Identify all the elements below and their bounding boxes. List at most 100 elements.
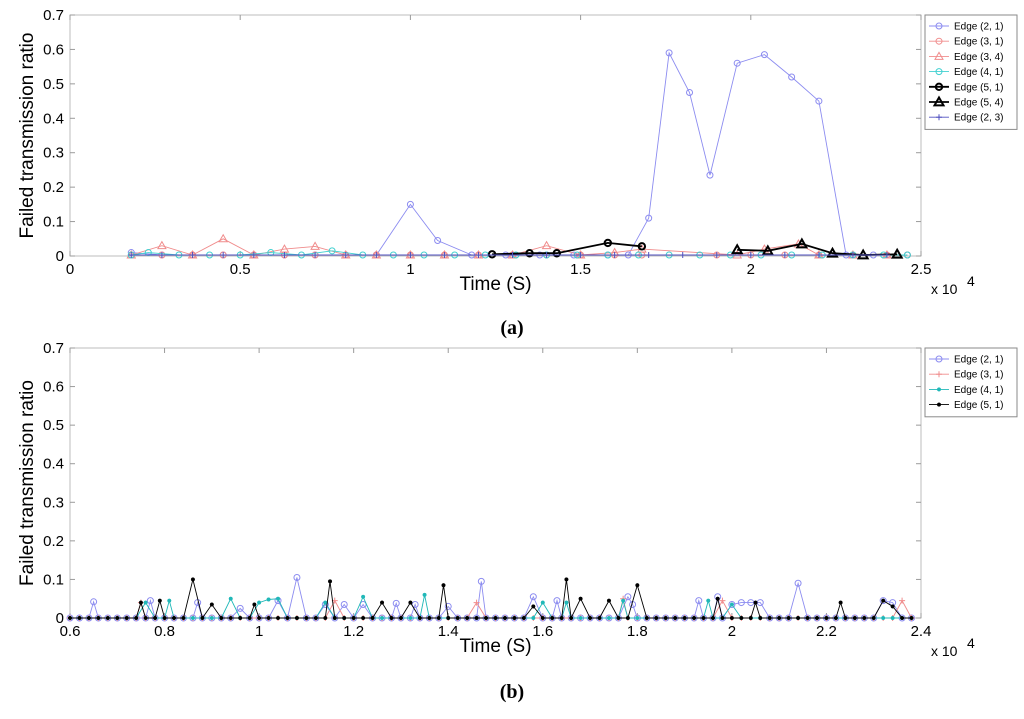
data-point xyxy=(90,598,98,606)
data-point xyxy=(105,615,110,621)
legend-label: Edge (5, 1) xyxy=(954,400,1003,411)
data-point xyxy=(158,251,165,258)
data-point xyxy=(238,615,243,621)
data-point xyxy=(577,251,584,258)
data-point xyxy=(729,615,734,621)
y-tick-label: 0.5 xyxy=(43,417,64,434)
x-tick-label: 1 xyxy=(406,261,414,278)
data-point xyxy=(444,602,452,610)
data-point xyxy=(477,577,485,585)
data-point xyxy=(777,615,782,621)
y-tick-label: 0.5 xyxy=(43,76,64,93)
data-point xyxy=(162,615,167,621)
x-tick-label: 1.2 xyxy=(343,623,364,640)
data-point xyxy=(389,615,394,621)
data-point xyxy=(509,251,516,258)
data-point xyxy=(361,615,366,621)
data-point xyxy=(805,615,810,621)
data-point xyxy=(351,615,356,621)
plot-area xyxy=(69,347,922,619)
data-point xyxy=(143,600,148,605)
data-point xyxy=(564,577,569,582)
data-point xyxy=(748,615,753,621)
data-point xyxy=(323,600,328,605)
data-point xyxy=(171,615,177,621)
data-point xyxy=(597,615,602,621)
data-point xyxy=(531,604,536,609)
data-point xyxy=(692,615,697,621)
legend-label: Edge (3, 4) xyxy=(954,52,1003,63)
data-point xyxy=(266,615,271,621)
data-point xyxy=(862,615,867,621)
data-point xyxy=(128,251,135,258)
data-point xyxy=(720,615,725,621)
data-point xyxy=(900,615,905,621)
data-point xyxy=(730,243,744,255)
legend-label: Edge (4, 1) xyxy=(954,385,1003,396)
data-point xyxy=(86,615,91,621)
y-tick-label: 0.4 xyxy=(43,110,64,127)
legend-marker xyxy=(935,355,943,363)
y-tick-label: 0.2 xyxy=(43,533,64,550)
data-point xyxy=(407,251,414,258)
data-point xyxy=(824,615,829,621)
data-point xyxy=(781,251,788,258)
data-point xyxy=(370,615,375,621)
data-point xyxy=(465,615,470,621)
data-point xyxy=(890,247,904,259)
x-tick-label: 0.6 xyxy=(60,623,81,640)
data-point xyxy=(406,200,414,208)
data-point xyxy=(275,615,281,621)
data-point xyxy=(569,615,574,621)
legend-label: Edge (3, 1) xyxy=(954,370,1003,381)
data-point xyxy=(635,615,640,621)
data-point xyxy=(441,583,446,588)
data-point xyxy=(487,250,497,259)
data-point xyxy=(441,251,448,258)
data-point xyxy=(553,597,561,605)
data-point xyxy=(146,597,154,605)
legend-label: Edge (2, 1) xyxy=(954,22,1003,33)
data-point xyxy=(219,615,224,621)
data-point xyxy=(422,592,427,597)
legend-marker xyxy=(936,387,942,392)
data-point xyxy=(408,600,413,605)
data-point xyxy=(540,600,545,605)
data-point xyxy=(733,59,741,67)
series-line xyxy=(492,241,642,256)
data-point xyxy=(77,615,82,621)
data-point xyxy=(879,597,887,605)
legend-marker xyxy=(936,114,942,121)
data-point xyxy=(124,615,129,621)
data-point xyxy=(115,615,120,621)
data-point xyxy=(312,251,319,258)
y-tick-label: 0.7 xyxy=(43,7,64,24)
panel-caption: (b) xyxy=(500,681,524,703)
data-point xyxy=(881,615,886,621)
data-point xyxy=(332,615,337,621)
x-axis-label: Time (S) xyxy=(459,636,531,657)
legend-marker xyxy=(936,371,942,378)
legend-marker xyxy=(935,68,943,76)
data-point xyxy=(361,594,366,599)
data-point xyxy=(644,615,649,621)
x-exponent-label: x 10 xyxy=(931,281,958,297)
x-tick-label: 0 xyxy=(66,261,74,278)
y-tick-label: 0 xyxy=(56,610,64,627)
legend-label: Edge (3, 1) xyxy=(954,37,1003,48)
data-point xyxy=(826,246,839,258)
data-point xyxy=(436,615,441,621)
legend-label: Edge (4, 1) xyxy=(954,67,1003,78)
data-point xyxy=(531,615,536,621)
data-point xyxy=(209,602,214,607)
x-tick-label: 1.4 xyxy=(438,623,459,640)
data-point xyxy=(543,251,550,258)
data-point xyxy=(616,615,621,621)
data-point xyxy=(220,251,227,258)
data-point xyxy=(645,214,653,222)
data-point xyxy=(729,602,734,607)
x-tick-label: 0.5 xyxy=(230,261,251,278)
data-point xyxy=(588,615,593,621)
data-point xyxy=(673,615,678,621)
data-point xyxy=(621,598,626,603)
